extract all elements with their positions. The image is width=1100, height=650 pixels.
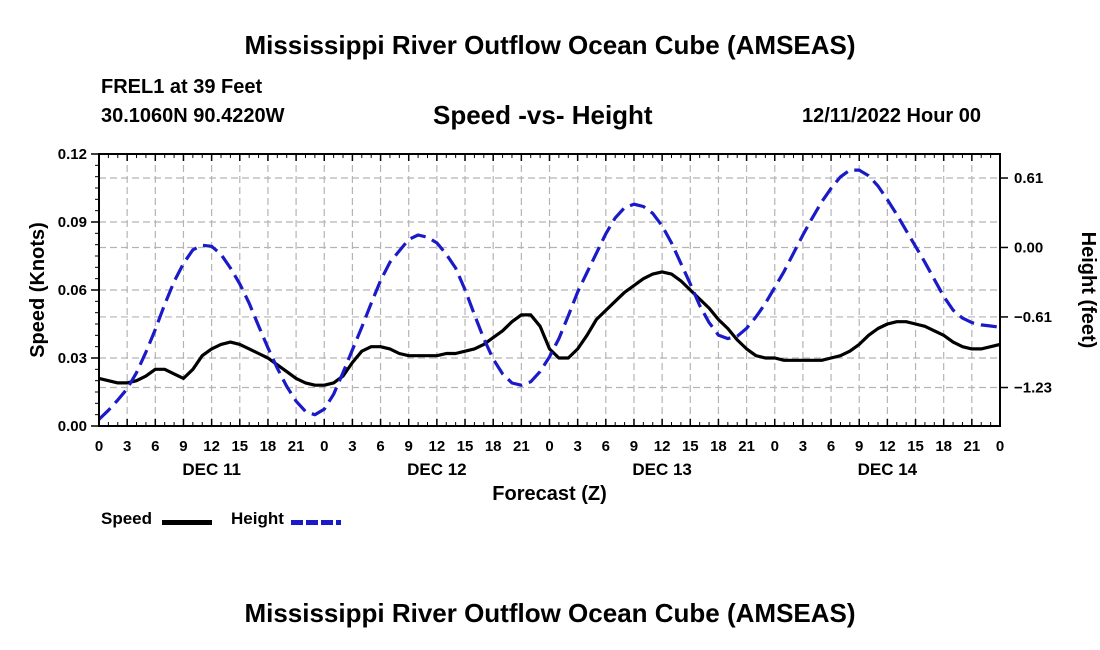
x-tick-label: 18 [485, 438, 502, 455]
x-tick-label: 3 [573, 438, 581, 455]
station-name: FREL1 at 39 Feet [101, 76, 263, 98]
x-tick-label: 6 [827, 438, 835, 455]
x-tick-label: 9 [855, 438, 863, 455]
y-tick-label: 0.09 [58, 214, 87, 231]
y-axis-title: Speed (Knots) [27, 222, 49, 358]
y2-tick-label: 0.61 [1014, 170, 1043, 187]
day-label: DEC 11 [182, 460, 241, 479]
x-tick-label: 6 [376, 438, 384, 455]
x-tick-label: 12 [203, 438, 220, 455]
y2-tick-label: −0.61 [1014, 309, 1052, 326]
y-tick-label: 0.06 [58, 282, 87, 299]
x-tick-label: 0 [771, 438, 779, 455]
day-label: DEC 14 [858, 460, 918, 479]
day-label: DEC 13 [632, 460, 692, 479]
x-axis-title: Forecast (Z) [492, 483, 606, 505]
y2-tick-label: 0.00 [1014, 239, 1043, 256]
legend-height-label: Height [231, 509, 284, 528]
x-tick-label: 6 [151, 438, 159, 455]
x-tick-label: 15 [682, 438, 699, 455]
y-tick-label: 0.12 [58, 146, 87, 163]
x-tick-label: 21 [288, 438, 305, 455]
x-tick-label: 3 [123, 438, 131, 455]
x-tick-label: 9 [405, 438, 413, 455]
axes: 0 3 6 9 12 15 18 21 0 3 6 9 12 15 18 21 0 3 6 9 12 15 18 21 0 3 6 9… [27, 146, 1099, 505]
chart-title: Speed -vs- Height [433, 100, 653, 130]
legend-speed-swatch [162, 520, 212, 525]
x-tick-label: 21 [738, 438, 755, 455]
y2-axis-title: Height (feet) [1077, 232, 1099, 349]
x-tick-label: 18 [260, 438, 277, 455]
grid [99, 154, 1000, 426]
x-tick-label: 15 [231, 438, 248, 455]
footer-title: Mississippi River Outflow Ocean Cube (AM… [244, 598, 856, 628]
x-tick-label: 0 [545, 438, 553, 455]
x-tick-label: 21 [964, 438, 981, 455]
x-tick-label: 9 [630, 438, 638, 455]
x-tick-label: 9 [179, 438, 187, 455]
day-label: DEC 12 [407, 460, 467, 479]
y-tick-label: 0.00 [58, 418, 87, 435]
series-line-speed [98, 270, 1001, 387]
x-tick-label: 3 [799, 438, 807, 455]
legend-height-swatch [291, 520, 341, 525]
x-tick-label: 0 [320, 438, 328, 455]
series-layer [97, 168, 1001, 421]
run-date: 12/11/2022 Hour 00 [802, 105, 982, 127]
x-tick-label: 21 [513, 438, 530, 455]
main-title: Mississippi River Outflow Ocean Cube (AM… [244, 30, 856, 60]
x-tick-label: 3 [348, 438, 356, 455]
x-tick-label: 0 [95, 438, 103, 455]
series-line-height [97, 168, 1001, 421]
x-tick-label: 18 [710, 438, 727, 455]
y2-tick-label: −1.23 [1014, 380, 1052, 397]
x-tick-label: 15 [457, 438, 474, 455]
x-tick-label: 15 [907, 438, 924, 455]
x-tick-label: 0 [996, 438, 1004, 455]
legend-speed-label: Speed [101, 509, 153, 528]
x-tick-label: 6 [602, 438, 610, 455]
x-tick-label: 18 [935, 438, 952, 455]
x-tick-label: 12 [879, 438, 896, 455]
x-tick-label: 12 [429, 438, 446, 455]
x-tick-label: 12 [654, 438, 671, 455]
station-coordinates: 30.1060N 90.4220W [101, 105, 285, 127]
y-tick-label: 0.03 [58, 350, 87, 367]
